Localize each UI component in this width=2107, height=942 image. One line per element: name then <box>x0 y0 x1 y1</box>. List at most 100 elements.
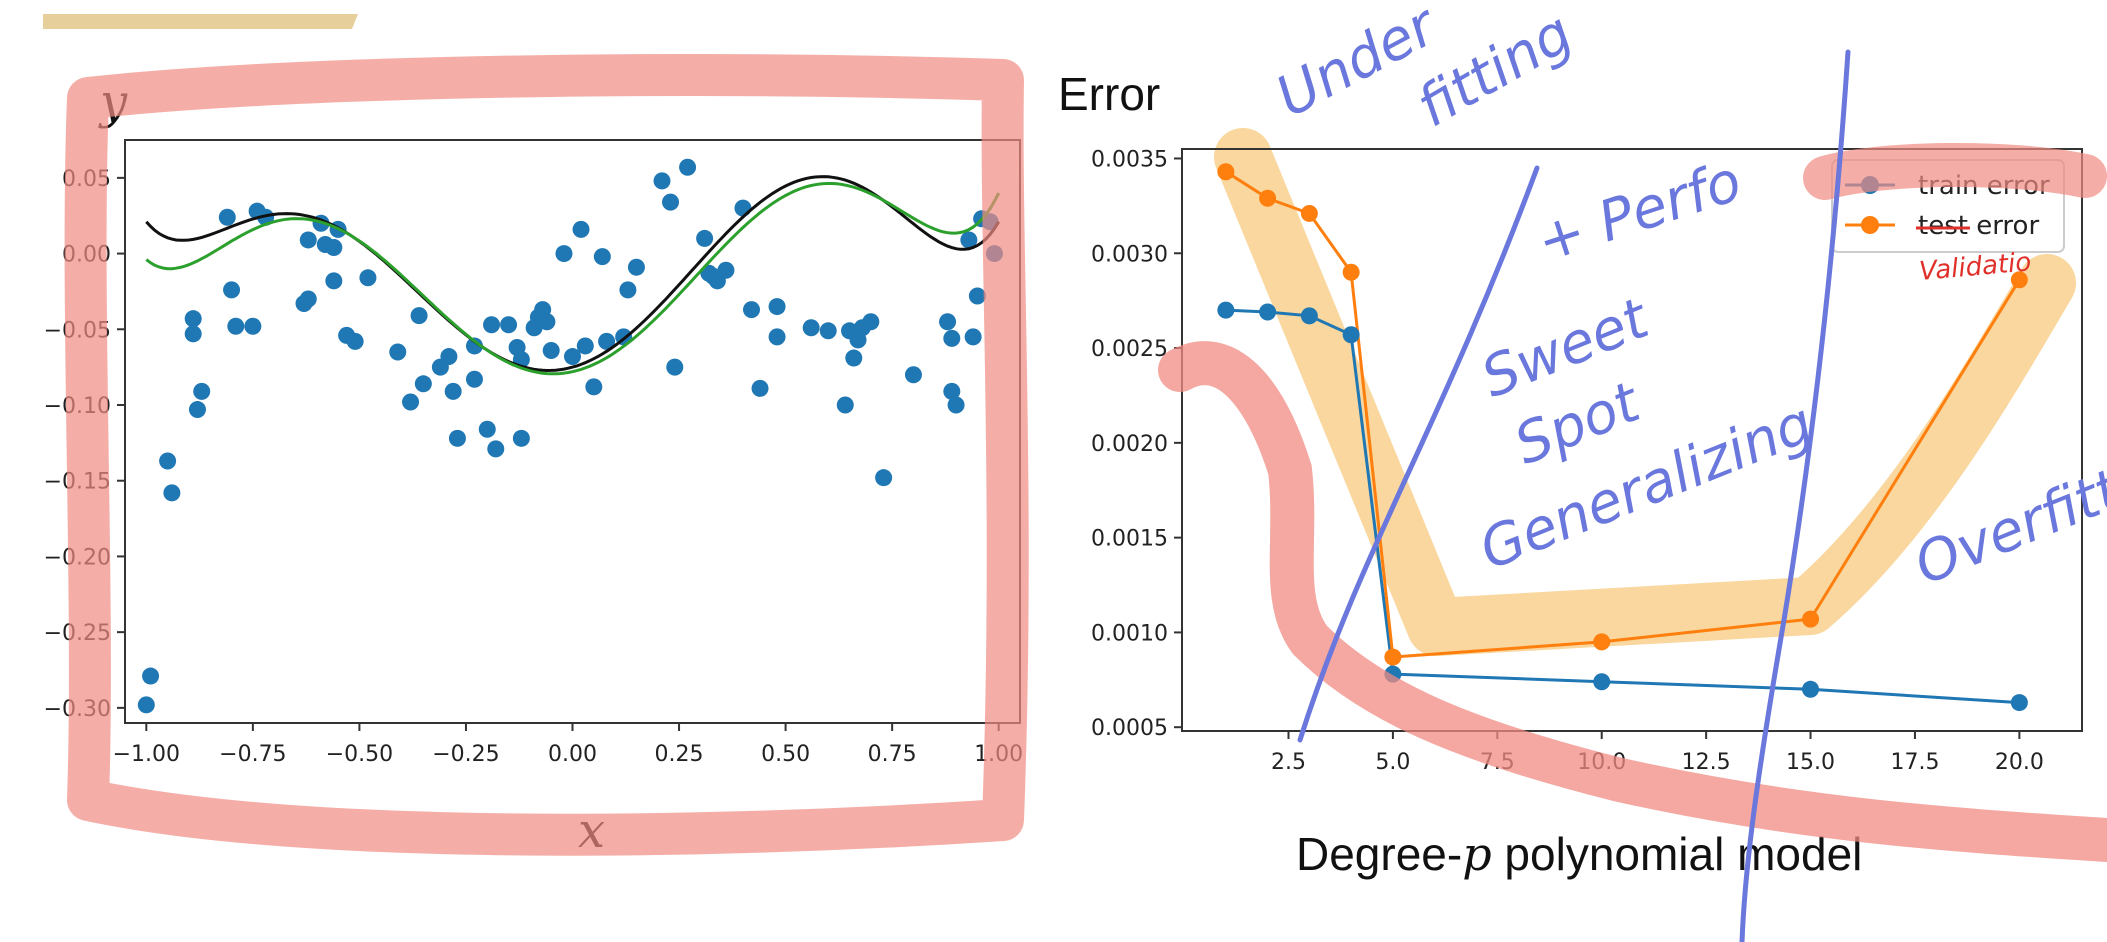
scatter-point <box>193 382 211 400</box>
train-error-point <box>1593 673 1611 691</box>
scatter-point <box>159 452 177 470</box>
scatter-point <box>585 378 603 396</box>
scatter-point <box>875 469 893 487</box>
right-x-tick-label: 17.5 <box>1890 750 1939 775</box>
left-x-tick-label: 0.50 <box>761 742 810 767</box>
scatter-point <box>184 310 202 328</box>
left-x-tick-label: −1.00 <box>113 742 180 767</box>
scatter-point <box>137 696 155 714</box>
x-label-var: p <box>1462 827 1491 881</box>
scatter-point <box>227 317 245 335</box>
test-error-point <box>1217 163 1235 181</box>
scatter-point <box>666 358 684 376</box>
right-y-tick-label: 0.0030 <box>1091 242 1168 267</box>
scatter-point <box>819 322 837 340</box>
scatter-point <box>751 379 769 397</box>
red-hand-box <box>64 54 1029 856</box>
test-error-point <box>1259 189 1277 207</box>
x-label-prefix: Degree- <box>1296 828 1462 880</box>
test-error-markers <box>1217 163 2028 666</box>
test-error-point <box>1593 633 1611 651</box>
scatter-point <box>572 220 590 238</box>
scatter-point <box>696 229 714 247</box>
legend-test-rest: error <box>1968 211 2040 241</box>
right-x-tick-label: 20.0 <box>1995 750 2044 775</box>
scatter-point <box>960 231 978 249</box>
scatter-point <box>964 328 982 346</box>
left-x-tick-label: −0.25 <box>432 742 499 767</box>
scatter-point <box>598 332 616 350</box>
scatter-point <box>576 337 594 355</box>
left-x-ticks: −1.00 −0.75 −0.50 −0.25 0.00 0.25 0.50 0.75 1.00 <box>113 723 1023 767</box>
left-x-tick-label: 0.75 <box>868 742 917 767</box>
scatter-point <box>483 316 501 334</box>
scatter-point <box>538 313 556 331</box>
scatter-point <box>299 290 317 308</box>
left-x-tick-label: −0.75 <box>219 742 286 767</box>
test-error-point <box>1384 648 1402 666</box>
left-scatter-points <box>137 158 1003 714</box>
test-error-point <box>1802 610 1820 628</box>
train-error-markers <box>1217 301 2028 712</box>
scatter-point <box>346 332 364 350</box>
scatter-point <box>325 239 343 257</box>
scatter-point <box>542 341 560 359</box>
scatter-point <box>845 349 863 367</box>
scatter-point <box>564 348 581 366</box>
scatter-point <box>679 158 697 176</box>
scatter-point <box>478 420 496 438</box>
train-error-point <box>1342 326 1360 344</box>
scatter-point <box>947 396 965 414</box>
test-error-point <box>1300 204 1318 222</box>
scatter-point <box>619 281 637 299</box>
right-y-tick-label: 0.0010 <box>1091 621 1168 646</box>
right-y-tick-label: 0.0025 <box>1091 337 1168 362</box>
right-x-tick-label: 5.0 <box>1375 750 1410 775</box>
scatter-point <box>410 307 428 325</box>
scatter-point <box>163 484 181 502</box>
scatter-point <box>184 325 202 343</box>
right-y-tick-label: 0.0020 <box>1091 432 1168 457</box>
scatter-point <box>593 248 611 266</box>
x-label-suffix: polynomial model <box>1492 828 1863 880</box>
right-x-tick-label: 12.5 <box>1682 750 1731 775</box>
blue-diagonal-line <box>1297 165 1540 743</box>
scatter-point <box>188 401 206 419</box>
train-error-point <box>1802 680 1820 698</box>
red-legend-scribble <box>1803 142 2107 200</box>
left-chart: −0.30−0.25−0.20−0.15−0.10−0.050.000.05 −… <box>44 74 1024 859</box>
right-y-tick-label: 0.0015 <box>1091 527 1168 552</box>
left-x-tick-label: 0.00 <box>548 742 597 767</box>
scatter-point <box>717 261 735 279</box>
tan-bar <box>43 14 358 29</box>
test-error-point <box>1342 263 1360 281</box>
scatter-point <box>555 245 573 263</box>
scatter-point <box>465 370 483 388</box>
legend-test-struck: test <box>1918 211 1968 241</box>
blue-vertical-line <box>1739 49 1851 942</box>
test-error-point <box>2010 271 2028 289</box>
scatter-point <box>487 440 505 458</box>
left-x-tick-label: 0.25 <box>655 742 704 767</box>
scatter-point <box>142 667 160 685</box>
scatter-point <box>389 343 407 361</box>
scatter-point <box>768 328 786 346</box>
scatter-point <box>802 319 820 337</box>
scatter-point <box>662 193 680 211</box>
scatter-point <box>512 429 530 447</box>
scatter-point <box>862 313 880 331</box>
scatter-point <box>939 313 957 331</box>
left-x-tick-label: −0.50 <box>326 742 393 767</box>
scatter-point <box>414 375 432 393</box>
train-error-point <box>1217 301 1235 319</box>
scatter-point <box>836 396 854 414</box>
right-y-tick-label: 0.0035 <box>1091 147 1168 172</box>
true-function-curve <box>145 175 1000 373</box>
scatter-point <box>500 316 518 334</box>
scatter-point <box>653 172 671 190</box>
scatter-point <box>743 301 760 319</box>
scatter-point <box>904 366 922 384</box>
scatter-point <box>223 281 241 299</box>
right-plot-frame <box>1181 148 2083 732</box>
scatter-point <box>359 269 377 287</box>
